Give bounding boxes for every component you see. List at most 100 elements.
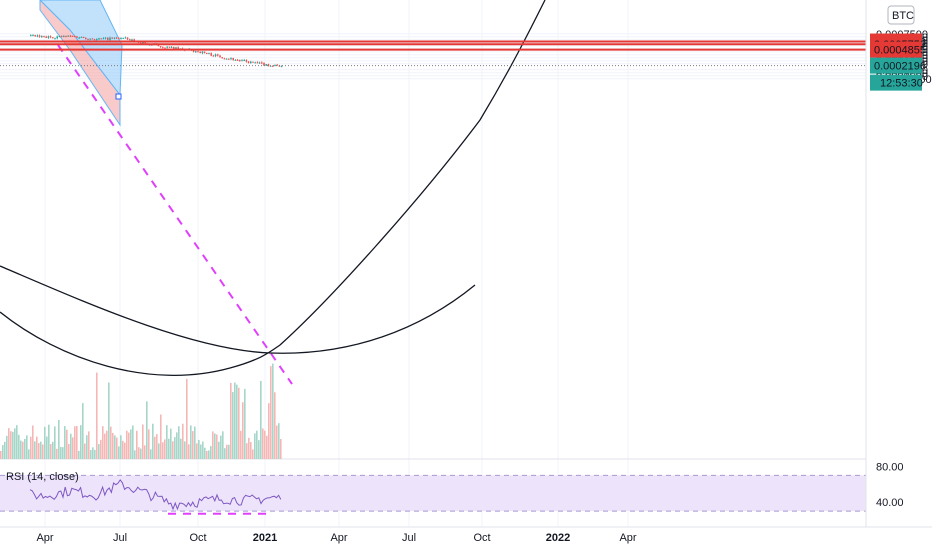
candle-42 [122, 37, 124, 39]
volume-bar-70 [140, 448, 142, 459]
candle-10 [52, 36, 54, 39]
candle-78 [201, 51, 204, 55]
candle-81 [208, 52, 210, 55]
rsi-layer: RSI (14, close) [6, 471, 282, 515]
volume-bar-34 [68, 444, 70, 459]
candle-body [58, 35, 61, 37]
volume-bar-68 [136, 430, 138, 459]
volume-bar-85 [170, 428, 172, 459]
candle-body [177, 47, 179, 49]
candle-body [76, 36, 78, 38]
candle-103 [256, 61, 259, 64]
candle-11 [54, 37, 56, 40]
candle-body [87, 39, 89, 41]
candle-body [234, 59, 237, 61]
volume-bar-95 [190, 425, 192, 459]
volume-bar-41 [82, 403, 84, 459]
volume-bar-23 [46, 436, 48, 459]
countdown-badge-text: 12:53:30 [880, 78, 923, 90]
candle-18 [69, 34, 72, 38]
candle-body [219, 55, 221, 58]
candle-37 [111, 37, 113, 39]
candle-80 [206, 52, 208, 55]
volume-bar-19 [38, 443, 40, 459]
candle-99 [247, 60, 250, 64]
volume-bar-107 [214, 433, 216, 459]
volume-bar-10 [20, 440, 22, 459]
volume-bar-74 [148, 429, 150, 459]
volume-bar-0 [0, 450, 2, 459]
rsi-axis-label-0: 80.00 [876, 461, 904, 473]
volume-bar-14 [28, 449, 30, 459]
volume-bar-76 [152, 423, 154, 459]
volume-bar-27 [54, 426, 56, 459]
volume-bar-116 [232, 392, 234, 459]
candle-body [32, 35, 34, 37]
volume-bar-130 [260, 380, 262, 459]
volume-bar-48 [96, 372, 98, 459]
candle-body [41, 36, 43, 38]
time-axis-label-6: Oct [473, 532, 490, 544]
candle-body [38, 35, 41, 37]
currency-badge[interactable] [887, 5, 915, 25]
volume-bar-1 [2, 445, 4, 459]
volume-bar-40 [80, 425, 82, 459]
volume-bar-137 [274, 392, 276, 459]
candle-8 [47, 35, 50, 39]
candle-93 [234, 59, 237, 61]
candle-61 [164, 47, 166, 49]
candle-40 [118, 37, 120, 40]
candle-body [199, 51, 201, 54]
volume-bar-119 [238, 387, 240, 459]
candle-body [100, 38, 102, 40]
volume-bar-63 [126, 430, 128, 459]
candle-12 [56, 35, 58, 40]
volume-bar-136 [272, 363, 274, 459]
volume-bar-131 [262, 428, 264, 459]
volume-bar-35 [70, 433, 72, 459]
volume-bar-38 [76, 425, 78, 459]
candle-body [203, 51, 206, 53]
volume-bar-13 [26, 435, 28, 459]
volume-bar-36 [72, 437, 74, 459]
volume-bar-66 [132, 425, 134, 459]
volume-bar-124 [248, 437, 250, 459]
volume-bar-71 [142, 424, 144, 459]
volume-bar-58 [116, 437, 118, 459]
wide-bottom-arc [0, 265, 476, 354]
volume-bar-83 [166, 425, 168, 459]
candle-body [210, 53, 212, 56]
candle-body [232, 58, 234, 61]
volume-bar-140 [280, 439, 282, 459]
volume-bar-57 [114, 435, 116, 459]
volume-bar-4 [8, 428, 10, 459]
candle-25 [85, 37, 87, 40]
volume-bar-128 [256, 430, 258, 459]
candle-body [164, 47, 166, 49]
candle-112 [276, 63, 278, 66]
volume-bar-64 [128, 432, 130, 459]
candle-body [109, 37, 111, 40]
volume-bar-22 [44, 426, 46, 459]
volume-bar-120 [240, 430, 242, 459]
rsi-band-layer [0, 458, 866, 512]
candle-79 [203, 51, 206, 54]
candle-17 [67, 35, 69, 37]
candle-body [208, 53, 210, 55]
candle-body [254, 62, 256, 64]
volume-bar-56 [112, 432, 114, 459]
candle-98 [245, 59, 248, 63]
candle-body [217, 54, 219, 56]
candle-body [267, 64, 270, 67]
candle-body [96, 38, 98, 40]
candle-body [111, 37, 113, 39]
candle-97 [243, 58, 245, 62]
candle-105 [261, 61, 263, 65]
volume-bar-26 [52, 441, 54, 459]
candle-body [157, 44, 160, 47]
candle-32 [100, 38, 102, 40]
candle-43 [124, 36, 127, 39]
volume-bar-103 [206, 450, 208, 459]
